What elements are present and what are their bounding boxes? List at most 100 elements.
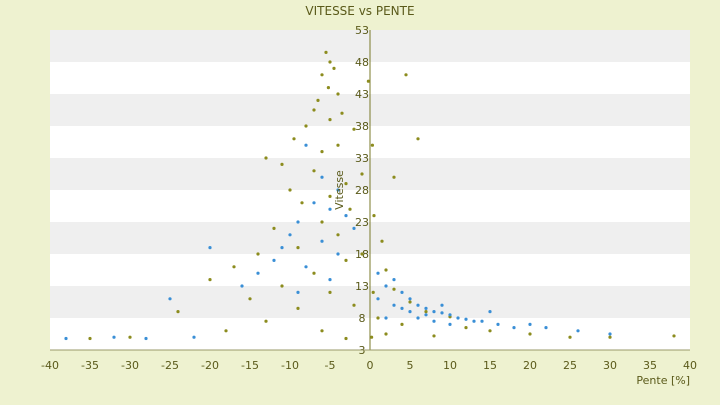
x-tick-label: -30 [121,359,139,372]
data-point [408,310,412,314]
data-point [512,326,516,330]
data-point [168,297,172,301]
y-tick-label: 28 [355,184,369,197]
x-tick-label: -40 [41,359,59,372]
data-point [448,322,452,326]
data-point [288,188,292,192]
data-point [264,319,268,323]
data-point [304,124,308,128]
data-point [312,271,316,275]
data-point [328,290,332,294]
data-point [400,290,404,294]
x-tick-label: 0 [367,359,374,372]
data-point [432,334,436,338]
data-point [112,335,116,339]
data-point [496,322,500,326]
y-tick-label: 13 [355,280,369,293]
data-point [328,60,332,64]
data-point [320,150,324,154]
data-point [488,329,492,333]
x-tick-label: 20 [523,359,537,372]
data-point [370,143,374,147]
data-point [352,127,356,131]
data-point [392,287,396,291]
data-point [344,214,348,218]
data-point [432,319,436,323]
data-point [208,246,212,250]
data-point [256,271,260,275]
data-point [488,310,492,314]
data-point [568,335,572,339]
data-point [370,335,374,339]
data-point [304,143,308,147]
data-point [432,310,436,314]
data-point [408,297,412,301]
x-tick-label: -25 [161,359,179,372]
data-point [480,319,484,323]
data-point [296,220,300,224]
data-point [336,188,340,192]
data-point [248,297,252,301]
data-point [392,303,396,307]
y-tick-label: 53 [355,24,369,37]
data-point [464,317,468,321]
data-point [144,336,148,341]
data-point [240,284,244,288]
data-point [64,336,68,341]
data-point [280,284,284,288]
data-point [296,306,300,310]
data-point [336,233,340,237]
data-point [336,92,340,96]
data-point [328,118,332,122]
data-point [336,252,340,256]
data-point [340,111,344,115]
data-point [280,246,284,250]
data-point [360,252,364,256]
data-point [320,73,324,77]
data-point [416,303,420,307]
x-tick-label: -35 [81,359,99,372]
data-point [352,303,356,307]
data-point [376,297,380,301]
data-point [320,175,324,179]
x-tick-labels: -40 -35 -30 -25 -20 -15 -10 -5 0 5 10 15 20 25 30 35 40 [41,359,697,372]
data-point [264,156,268,160]
data-point [280,162,284,166]
data-point [312,108,316,112]
data-point [360,172,364,176]
y-tick-label: 43 [355,88,369,101]
y-tick-label: 23 [355,216,369,229]
data-point [380,239,384,243]
data-point [424,313,428,317]
data-point [344,182,348,186]
data-point [384,332,388,336]
y-tick-label: 8 [359,312,366,325]
data-point [440,303,444,307]
data-point [296,290,300,294]
data-point [176,310,180,314]
chart-title: VITESSE vs PENTE [305,4,414,18]
data-point [272,258,276,262]
data-point [332,66,336,70]
x-tick-label: 30 [603,359,617,372]
data-point [576,329,580,333]
data-point [416,316,420,320]
data-point [372,214,376,218]
data-point [456,316,460,320]
x-tick-label: -15 [241,359,259,372]
x-tick-label: -20 [201,359,219,372]
data-point [344,336,348,341]
data-point [371,290,375,294]
data-point [292,137,296,141]
data-point [404,73,408,77]
data-point [416,137,420,141]
data-point [312,169,316,173]
data-point [328,207,332,211]
data-point [288,233,292,237]
y-tick-label: 33 [355,152,369,165]
data-point [208,278,212,282]
data-point [224,329,228,333]
data-point [328,194,332,198]
